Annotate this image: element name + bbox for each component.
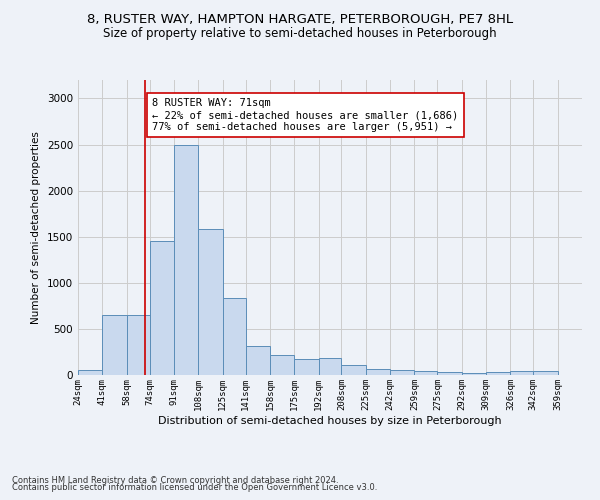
Text: Contains HM Land Registry data © Crown copyright and database right 2024.: Contains HM Land Registry data © Crown c… xyxy=(12,476,338,485)
Bar xyxy=(390,370,415,375)
Bar xyxy=(223,298,245,375)
Bar xyxy=(127,315,149,375)
Bar xyxy=(245,346,270,375)
Bar xyxy=(462,372,486,375)
Text: Contains public sector information licensed under the Open Government Licence v3: Contains public sector information licen… xyxy=(12,484,377,492)
Bar xyxy=(511,371,533,375)
Bar xyxy=(319,358,341,375)
Bar xyxy=(149,242,174,375)
Bar xyxy=(294,360,319,375)
Bar xyxy=(415,372,437,375)
Text: Size of property relative to semi-detached houses in Peterborough: Size of property relative to semi-detach… xyxy=(103,28,497,40)
Bar xyxy=(174,144,198,375)
Bar xyxy=(198,230,223,375)
Bar xyxy=(341,365,366,375)
Bar xyxy=(270,354,294,375)
Bar xyxy=(486,372,511,375)
Bar xyxy=(78,370,103,375)
Text: 8, RUSTER WAY, HAMPTON HARGATE, PETERBOROUGH, PE7 8HL: 8, RUSTER WAY, HAMPTON HARGATE, PETERBOR… xyxy=(87,12,513,26)
X-axis label: Distribution of semi-detached houses by size in Peterborough: Distribution of semi-detached houses by … xyxy=(158,416,502,426)
Bar xyxy=(366,368,390,375)
Text: 8 RUSTER WAY: 71sqm
← 22% of semi-detached houses are smaller (1,686)
77% of sem: 8 RUSTER WAY: 71sqm ← 22% of semi-detach… xyxy=(152,98,459,132)
Bar xyxy=(437,372,462,375)
Bar xyxy=(533,371,557,375)
Y-axis label: Number of semi-detached properties: Number of semi-detached properties xyxy=(31,131,41,324)
Bar xyxy=(103,315,127,375)
